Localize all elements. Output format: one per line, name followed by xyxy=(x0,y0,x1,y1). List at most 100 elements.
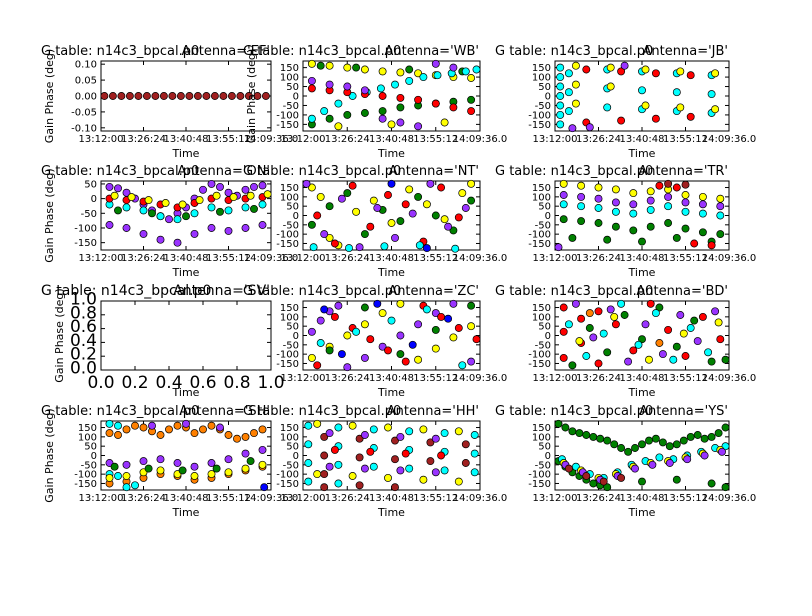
data-point xyxy=(304,477,313,486)
data-point xyxy=(173,238,182,247)
data-point xyxy=(360,464,369,473)
data-point xyxy=(461,440,470,449)
data-point xyxy=(105,429,114,438)
subplot-title: G table: n14c3_bpcal.p0 xyxy=(495,164,653,179)
series-5 xyxy=(114,204,258,221)
data-point xyxy=(391,233,399,242)
data-point xyxy=(244,92,253,100)
data-point xyxy=(556,63,565,72)
data-point xyxy=(620,61,629,70)
data-point xyxy=(193,92,202,100)
data-point xyxy=(156,212,165,221)
x-tick-label: 13:12:00 xyxy=(79,493,124,504)
data-point xyxy=(165,425,173,434)
data-point xyxy=(437,451,446,460)
x-tick-label: 14:09:36.0 xyxy=(244,253,298,264)
subplot-antenna-label: Antenna='SH' xyxy=(179,404,270,419)
data-point xyxy=(617,473,626,482)
data-point xyxy=(378,309,387,318)
data-point xyxy=(360,86,369,95)
data-point xyxy=(309,243,318,252)
y-tick-label: -150 xyxy=(74,479,97,490)
data-point xyxy=(467,179,476,188)
data-point xyxy=(108,92,117,100)
data-point xyxy=(250,204,258,213)
data-point xyxy=(396,217,405,226)
data-point xyxy=(320,451,329,460)
y-tick-label: -150 xyxy=(528,359,551,370)
subplot-title: G table: n14c3_bpcal.p0 xyxy=(495,404,653,419)
data-point xyxy=(387,120,396,129)
x-tick-label: 13:26:24 xyxy=(576,373,621,384)
data-point xyxy=(577,192,586,201)
y-tick-label: 0 xyxy=(545,331,551,342)
data-point xyxy=(641,101,650,110)
data-point xyxy=(690,239,699,248)
data-point xyxy=(396,93,405,102)
x-tick-label: 13:26:24 xyxy=(576,493,621,504)
data-point xyxy=(408,209,417,218)
data-point xyxy=(617,299,626,308)
data-point xyxy=(669,355,678,364)
x-tick-label: 13:55:12 xyxy=(413,493,458,504)
data-point xyxy=(178,200,187,209)
data-point xyxy=(698,312,707,321)
x-tick-label: 14:09:36.0 xyxy=(453,253,507,264)
x-tick-label: 13:26:24 xyxy=(121,134,166,145)
data-point xyxy=(320,305,329,314)
data-point xyxy=(426,438,435,447)
series-5 xyxy=(564,464,626,486)
data-point xyxy=(366,335,375,344)
y-tick-label: 100 xyxy=(532,73,551,84)
data-point xyxy=(556,120,565,129)
data-point xyxy=(316,192,325,201)
data-point xyxy=(369,425,378,434)
data-point xyxy=(352,63,361,72)
data-point xyxy=(258,181,267,190)
data-point xyxy=(330,312,339,321)
data-point xyxy=(258,460,267,469)
data-point xyxy=(564,320,573,329)
data-point xyxy=(401,449,410,458)
data-point xyxy=(139,229,148,238)
data-point xyxy=(156,431,165,439)
subplot-antenna-label: Antenna='YS' xyxy=(639,404,728,419)
data-point xyxy=(624,447,633,456)
data-point xyxy=(679,329,688,338)
data-point xyxy=(467,322,476,331)
x-tick-label: 13:12:00 xyxy=(79,253,124,264)
series-3 xyxy=(313,181,463,248)
data-point xyxy=(144,196,153,205)
x-axis-label: Time xyxy=(377,147,405,160)
data-point xyxy=(564,69,573,78)
y-tick-label: 0 xyxy=(293,331,299,342)
data-point xyxy=(307,183,316,192)
data-point xyxy=(419,425,428,434)
data-point xyxy=(467,107,476,116)
y-tick-label: -50 xyxy=(535,220,551,231)
data-point xyxy=(307,114,316,123)
data-point xyxy=(559,215,568,224)
data-point xyxy=(307,353,316,362)
y-tick-label: 0 xyxy=(91,194,97,205)
data-point xyxy=(585,123,594,132)
data-point xyxy=(207,224,216,232)
y-axis-label: Gain Phase (deg) xyxy=(43,49,56,143)
data-point xyxy=(651,309,660,318)
y-tick-label: 150 xyxy=(532,183,551,194)
series-3 xyxy=(564,299,713,364)
series-4 xyxy=(571,299,720,366)
data-point xyxy=(564,107,573,116)
y-tick-label: -150 xyxy=(528,479,551,490)
subplot-10: G table: n14c3_bpcal.p0Antenna='SH'15010… xyxy=(41,404,298,519)
data-point xyxy=(611,222,620,231)
series-4 xyxy=(302,179,470,252)
data-point xyxy=(721,423,730,432)
data-point xyxy=(199,425,207,434)
x-tick-label: 14:09:36.0 xyxy=(702,134,756,145)
data-point xyxy=(664,219,673,227)
data-point xyxy=(384,346,392,355)
data-point xyxy=(131,481,139,490)
